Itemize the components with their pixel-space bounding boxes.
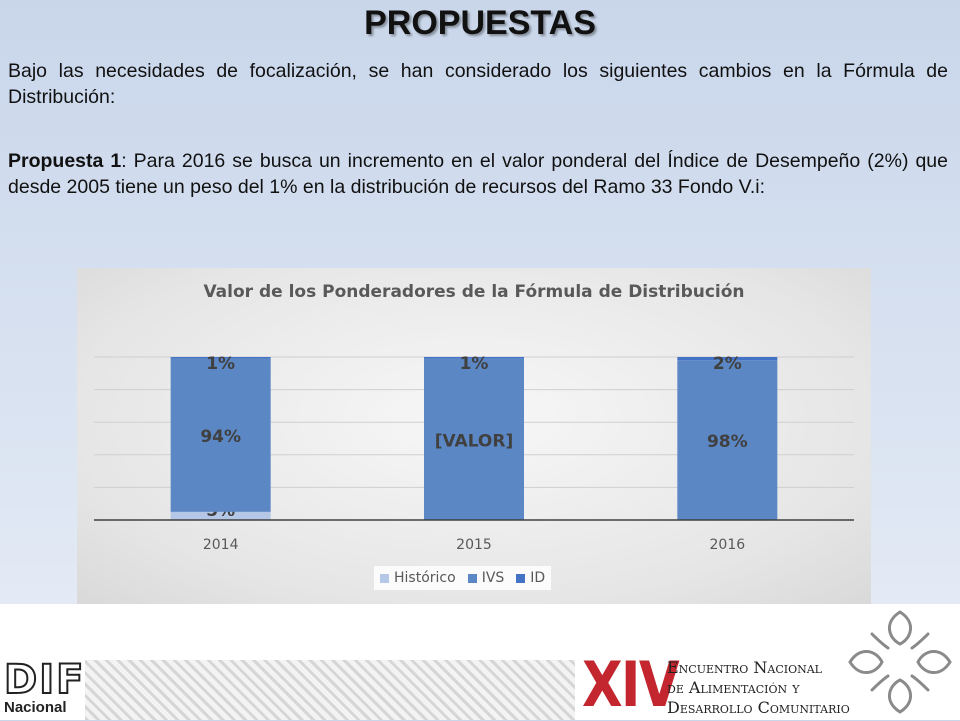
dif-logo-subtitle: Nacional [4,699,67,716]
bar-segment [170,511,271,520]
data-label: 98% [707,432,748,452]
proposal-paragraph: Propuesta 1: Para 2016 se busca un incre… [8,148,948,200]
event-line: de Alimentación y [667,678,800,697]
legend-label: IVS [481,570,505,586]
event-name: Encuentro Nacional de Alimentación y Des… [667,658,850,718]
chart-legend: Histórico IVS ID [374,566,552,590]
legend-item: IVS [467,570,505,586]
data-label: 2% [713,354,742,374]
x-tick-label: 2015 [456,537,492,553]
x-tick-label: 2014 [203,537,239,553]
event-line: Desarrollo Comunitario [667,698,850,717]
legend-swatch [516,573,526,583]
dif-logo: DIF Nacional [3,657,86,718]
legend-item: Histórico [380,570,456,586]
proposal-label: Propuesta 1 [8,150,122,172]
bar-segment [424,358,524,520]
x-tick-label: 2016 [710,537,746,553]
legend-swatch [467,573,477,583]
chart-title: Valor de los Ponderadores de la Fórmula … [203,282,745,302]
bar-segment [424,357,524,359]
bar-segment [677,357,778,361]
edition-number: XIV [582,648,680,721]
legend-label: Histórico [394,570,456,586]
data-label: 94% [200,427,241,447]
data-label: 1% [460,354,489,374]
weights-chart: Valor de los Ponderadores de la Fórmula … [77,268,871,604]
data-label: [VALOR] [435,431,513,451]
legend-item: ID [516,570,545,586]
slide-title: PROPUESTAS [364,4,596,42]
event-line: Encuentro Nacional [667,658,822,677]
bar-segment [677,360,778,520]
decorative-pattern [85,660,575,720]
legend-label: ID [530,570,546,586]
intro-paragraph: Bajo las necesidades de focalización, se… [8,60,948,108]
data-label: 1% [206,354,235,374]
proposal-text: : Para 2016 se busca un incremento en el… [8,150,948,198]
ornament-icon [848,610,952,714]
legend-swatch [380,573,389,583]
dif-logo-letters: DIF [3,657,86,703]
bar-segment [170,357,271,359]
bar-segment [170,358,271,512]
chart-plot: 5%94%1%20140%[VALOR]1%20150%98%2%2016 [94,354,854,553]
